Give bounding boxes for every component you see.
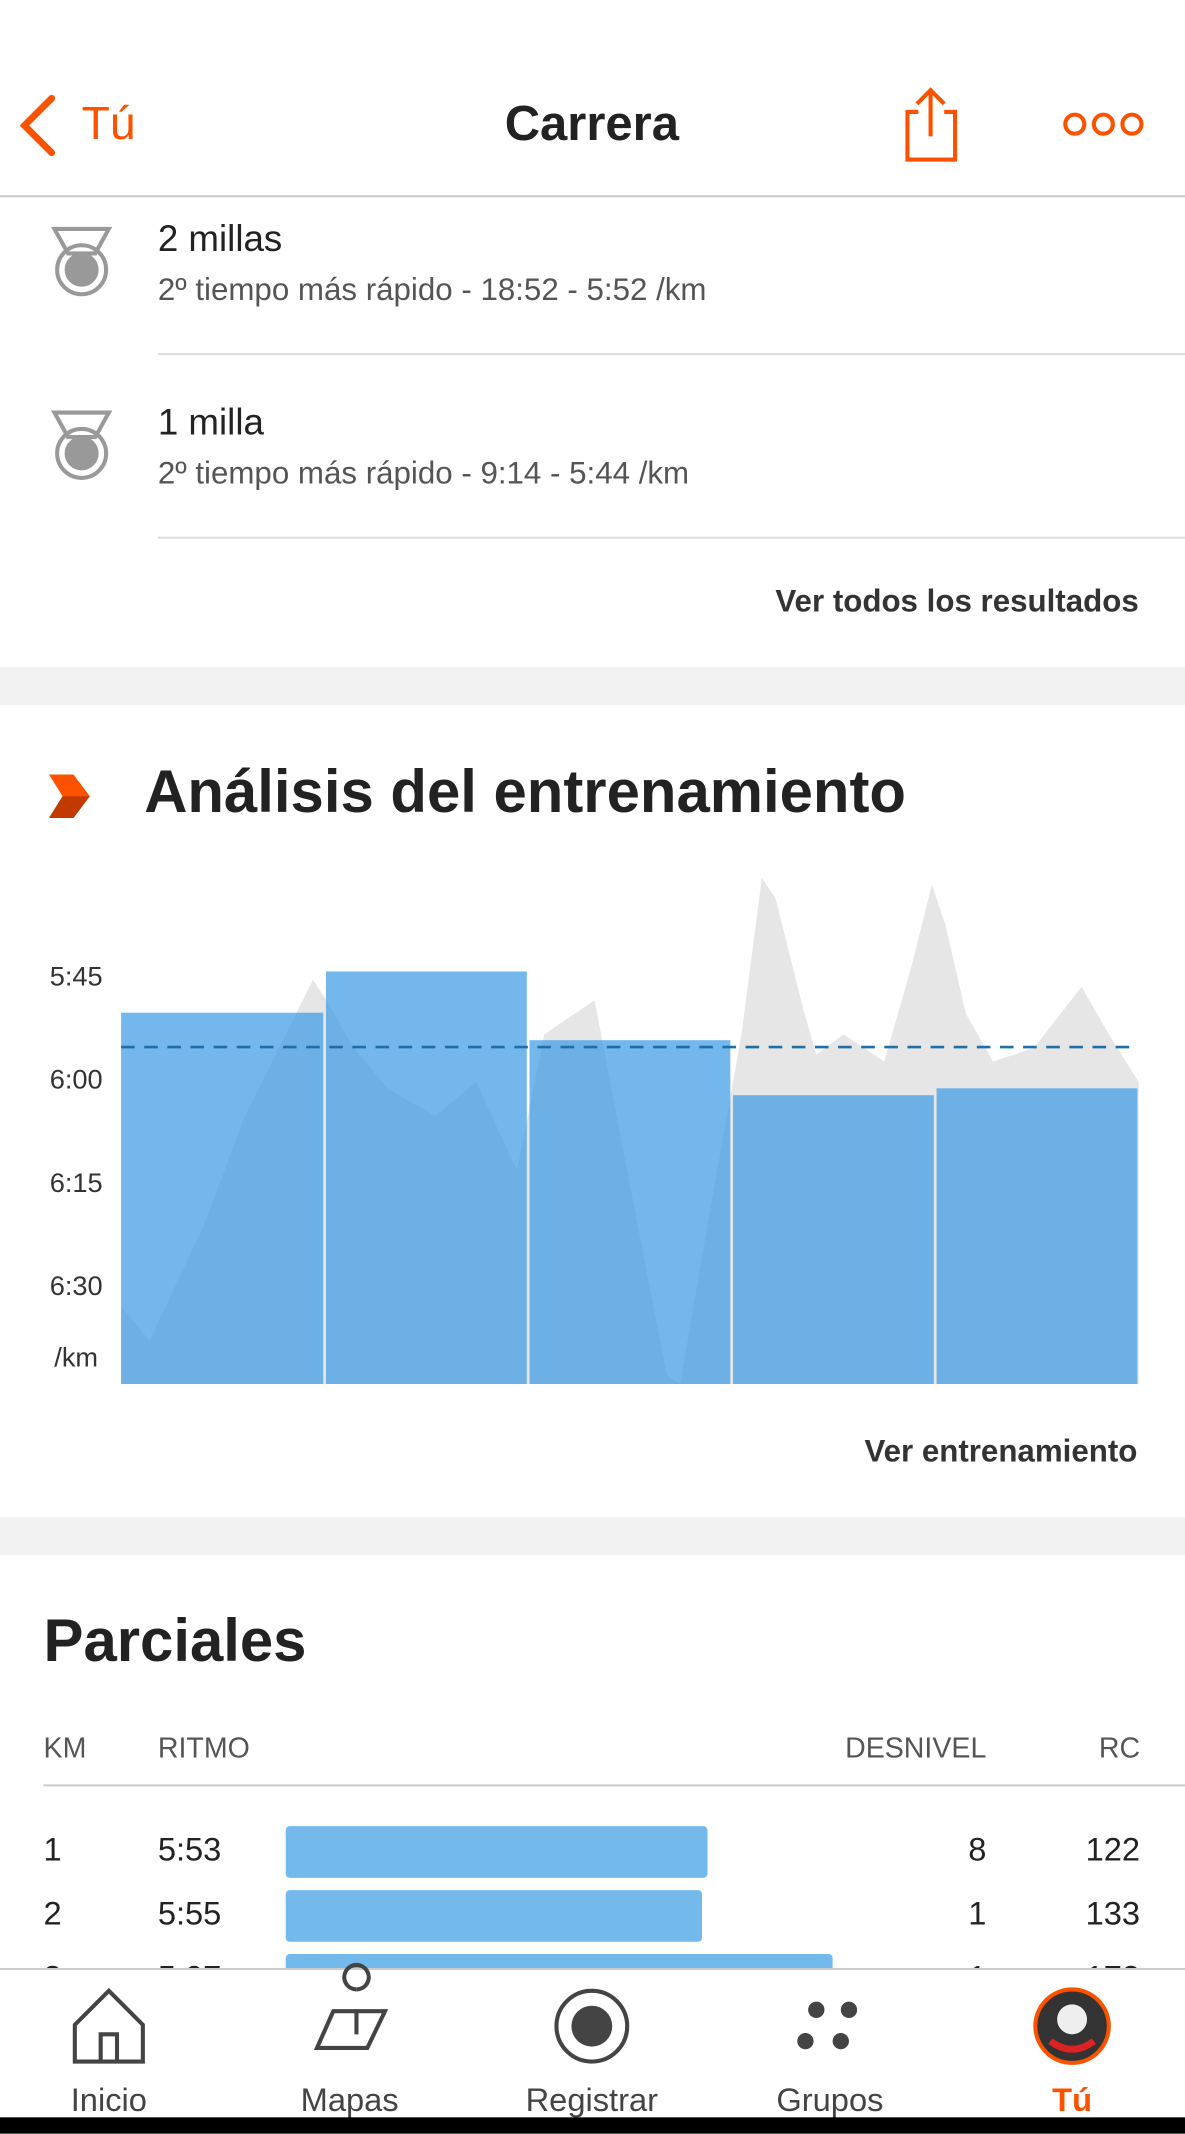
cell: 5:55	[158, 1895, 222, 1932]
cell: 2	[44, 1895, 62, 1932]
cell: 1	[968, 1895, 986, 1932]
medal-icon	[50, 410, 113, 480]
achievement-detail: 2º tiempo más rápido - 9:14 - 5:44 /km	[158, 455, 689, 490]
column-header: RITMO	[158, 1733, 250, 1765]
avatar-detail	[1057, 2004, 1088, 2035]
bar	[121, 1012, 324, 1384]
back-label[interactable]: Tú	[82, 97, 136, 149]
home-indicator-bar	[0, 2117, 1185, 2134]
section-icon-shade	[48, 796, 90, 819]
cell: 5:53	[158, 1831, 222, 1868]
header-title: Carrera	[505, 97, 680, 151]
cell: 8	[968, 1831, 986, 1868]
avatar-detail	[1048, 2038, 1096, 2053]
y-tick-label: 6:15	[50, 1167, 103, 1198]
tab-label[interactable]: Mapas	[301, 2081, 399, 2118]
bar	[325, 971, 527, 1384]
y-tick-label: 5:45	[50, 960, 103, 991]
cell: 122	[1086, 1831, 1140, 1868]
pace-bar	[285, 1890, 703, 1942]
y-axis-unit: /km	[54, 1342, 98, 1373]
section-title: Análisis del entrenamiento	[144, 758, 906, 825]
more-icon[interactable]	[1063, 112, 1144, 136]
y-tick-label: 6:00	[50, 1064, 103, 1095]
tab-label[interactable]: Inicio	[71, 2081, 147, 2118]
pace-chart: 5:45 6:00 6:15 6:30	[50, 960, 1139, 1384]
column-header: KM	[44, 1733, 87, 1765]
section-title: Parciales	[44, 1607, 307, 1674]
medal-icon	[50, 226, 113, 297]
y-tick-label: 6:30	[50, 1270, 103, 1301]
tab-bar	[0, 1969, 1185, 2134]
share-icon[interactable]	[905, 87, 958, 162]
section-gap	[0, 667, 1185, 706]
record-icon-dot	[571, 2005, 613, 2047]
tab-label[interactable]: Tú	[1052, 2081, 1092, 2118]
achievement-title[interactable]: 1 milla	[158, 402, 265, 443]
bar	[529, 1040, 731, 1384]
tab-labels: Inicio Mapas Registrar Grupos Tú	[71, 2081, 1092, 2118]
section-gap	[0, 1517, 1185, 1556]
bar	[936, 1088, 1138, 1384]
achievement-title[interactable]: 2 millas	[158, 218, 282, 259]
bar	[733, 1095, 934, 1384]
cell: 1	[44, 1831, 62, 1868]
back-icon[interactable]	[19, 94, 56, 157]
maps-icon[interactable]	[313, 1962, 389, 2050]
column-header: DESNIVEL	[845, 1733, 986, 1765]
achievement-detail: 2º tiempo más rápido - 18:52 - 5:52 /km	[158, 272, 707, 307]
pace-bar	[285, 1826, 708, 1878]
tab-label[interactable]: Grupos	[776, 2081, 883, 2118]
record-icon[interactable]	[554, 1988, 630, 2064]
groups-icon[interactable]	[797, 2001, 858, 2050]
cell: 133	[1086, 1895, 1140, 1932]
link[interactable]: Ver todos los resultados	[775, 583, 1138, 618]
column-header: RC	[1099, 1733, 1140, 1765]
tab-label[interactable]: Registrar	[526, 2081, 659, 2118]
link[interactable]: Ver entrenamiento	[864, 1434, 1137, 1469]
home-icon[interactable]	[72, 1987, 145, 2064]
